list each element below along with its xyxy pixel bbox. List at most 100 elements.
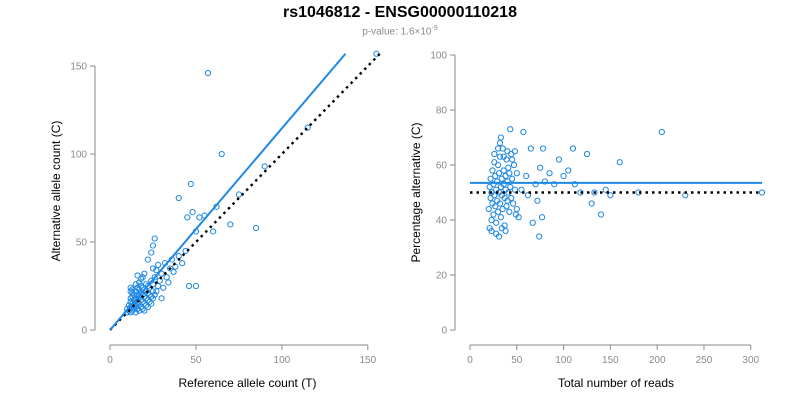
y-tick-label: 20 [436,271,448,282]
data-point [163,274,170,281]
data-point [496,200,504,207]
data-point [227,221,234,228]
data-point [141,300,148,307]
data-point [569,145,577,152]
data-point [541,178,548,185]
p-value-exponent: -9 [431,25,438,32]
data-point [130,304,138,311]
data-point [523,172,530,180]
data-point [153,288,160,295]
data-point [170,268,177,276]
y-tick-label: 60 [436,161,448,172]
data-point [494,161,502,169]
data-point [141,307,148,314]
data-point [210,228,217,235]
data-point [192,282,200,290]
data-point [196,214,203,221]
data-point [261,163,268,170]
data-point [151,235,158,242]
data-point [144,282,151,290]
data-point [500,167,507,174]
data-point [551,181,558,188]
data-point [149,242,157,249]
data-point [130,291,138,298]
data-point [494,208,502,215]
data-point [583,150,591,158]
data-point [591,189,598,196]
data-point [487,175,494,182]
data-point [488,227,495,235]
y-tick-label: 80 [436,106,448,117]
data-point [139,305,146,312]
data-point [502,227,509,235]
data-point [588,200,595,207]
data-point [149,295,157,302]
data-point [129,293,136,300]
data-point [524,192,532,199]
data-point [493,219,500,226]
x-tick-label: 100 [555,355,572,366]
data-point [616,159,623,166]
data-point [132,288,139,295]
data-point [607,192,614,199]
data-point [492,203,499,210]
p-value-text: p-value: 1.6×10 [362,26,432,38]
left-scatter-panel: 0 50 100 150 0 50 100 150 Reference allele count… [49,50,381,390]
data-point [139,274,146,281]
data-point [494,145,502,152]
y-tick-label: 150 [70,62,87,73]
data-point [538,214,546,221]
right-scatter-panel: 0 50 100 150 200 250 300 0 20 40 60 80 100 Total numb… [409,51,766,390]
data-point [513,205,520,213]
x-tick-label: 0 [107,355,113,366]
data-point [151,274,158,281]
data-point [510,161,518,169]
data-point [491,192,498,199]
data-point [506,170,513,177]
chart-title: rs1046812 - ENSG00000110218 [283,4,517,21]
x-tick-label: 50 [511,355,523,366]
data-point [144,256,151,263]
x-axis-title: Reference allele count (T) [178,376,316,390]
data-point [129,286,136,293]
data-point [151,291,158,298]
x-tick-label: 50 [190,355,202,366]
data-point [532,181,539,188]
data-point [129,289,136,297]
data-point [515,214,522,221]
data-point [597,211,605,218]
data-point [142,295,150,302]
data-point [141,270,148,277]
data-point [148,293,155,300]
data-point [539,145,547,152]
data-point [134,272,141,279]
y-tick-label: 100 [430,51,447,62]
data-point [560,172,567,180]
data-point [142,302,150,309]
data-point [137,289,145,297]
data-point [527,145,534,152]
data-point [148,300,155,307]
data-point [504,178,511,185]
data-point [511,186,519,193]
x-tick-label: 300 [742,355,759,366]
data-point [139,298,146,305]
data-point [602,186,609,193]
data-point [555,156,563,163]
data-point [124,305,131,312]
data-point [304,124,311,131]
data-point [537,164,544,171]
data-point [529,219,536,226]
data-point [148,249,155,256]
data-point [144,289,151,297]
reference-line [109,52,381,331]
data-point [149,265,157,272]
data-point [509,156,516,163]
data-point [534,197,541,204]
data-point [165,279,172,286]
data-point [149,288,157,295]
data-point [167,265,174,272]
data-point [127,284,134,291]
data-point [577,189,584,196]
